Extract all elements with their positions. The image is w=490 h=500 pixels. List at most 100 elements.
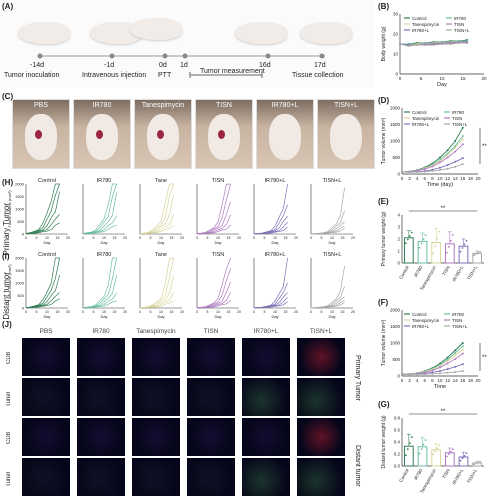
- x-tick-label: 20: [351, 236, 355, 240]
- data-point: [446, 356, 449, 359]
- x-tick-label: 15: [227, 236, 231, 240]
- photo-label: TISN+L: [334, 102, 358, 109]
- data-point: [432, 44, 435, 46]
- x-tick-label: 10: [273, 236, 277, 240]
- x-axis-label: Day: [328, 314, 335, 319]
- data-point: [479, 250, 482, 253]
- x-tick-label: 20: [351, 310, 355, 314]
- y-tick-label: 500: [17, 219, 24, 224]
- data-point: [446, 362, 449, 365]
- small-plot-title: Control: [38, 252, 56, 258]
- x-tick-label: 0: [196, 236, 198, 240]
- data-point: [408, 171, 411, 174]
- data-point: [401, 373, 403, 376]
- x-axis-label: Day: [271, 240, 278, 245]
- x-tick-label: 20: [123, 236, 127, 240]
- data-point: [418, 452, 421, 455]
- data-point: [439, 166, 441, 169]
- data-point: [454, 165, 457, 168]
- data-point: [466, 42, 469, 44]
- data-point: [420, 448, 423, 450]
- data-point: [446, 358, 449, 361]
- if-column-header: Tanespimycin: [136, 328, 176, 335]
- data-point: [461, 138, 464, 141]
- x-tick-label: 14: [453, 378, 459, 383]
- mouse-body: [269, 114, 301, 160]
- y-tick-label: 1500: [15, 268, 25, 273]
- individual-curve: [196, 224, 231, 235]
- if-image: [77, 458, 125, 496]
- x-tick-label: 2: [408, 378, 411, 383]
- x-tick-label: 20: [180, 310, 184, 314]
- x-tick-label: 0: [253, 236, 255, 240]
- x-tick-label: 4: [416, 378, 419, 383]
- x-tick-label: 10: [437, 378, 443, 383]
- if-image: [77, 338, 125, 376]
- data-point: [454, 349, 457, 352]
- y-tick-label: 30: [393, 12, 399, 17]
- data-point: [434, 450, 437, 453]
- panel-label-j: (J): [2, 320, 12, 329]
- data-point: [473, 254, 476, 257]
- data-point: [424, 44, 427, 46]
- data-point: [404, 242, 407, 245]
- y-tick-label: 0: [22, 232, 25, 237]
- timeline-label: Tumor inoculation: [4, 72, 60, 79]
- individual-curve: [139, 257, 174, 308]
- data-point: [461, 342, 464, 344]
- x-tick-label: TISN+L: [466, 468, 478, 484]
- bar: [444, 243, 455, 264]
- x-tick-label: 20: [237, 236, 241, 240]
- x-tick-label: 5: [321, 310, 323, 314]
- x-tick-label: 0: [139, 236, 141, 240]
- data-point: [454, 146, 457, 149]
- x-axis-label: Day: [157, 240, 164, 245]
- x-tick-label: 20: [123, 310, 127, 314]
- if-image: [297, 418, 345, 456]
- timepoint: -14d: [30, 62, 45, 69]
- tumor-mark: [96, 130, 103, 139]
- individual-curve: [253, 221, 288, 235]
- x-tick-label: 15: [341, 236, 345, 240]
- individual-curve: [25, 191, 60, 234]
- x-tick-label: 0: [310, 236, 312, 240]
- x-axis-label: Day: [157, 314, 164, 319]
- tumor-mark: [218, 130, 225, 139]
- timeline-panel: (A) -14d -1d 0d 1d 16d 17d Tumor inocula…: [0, 0, 375, 88]
- individual-curve: [82, 183, 117, 234]
- if-row-label: Tunel: [6, 392, 12, 407]
- individual-curve: [82, 183, 117, 234]
- legend-label: Control: [412, 16, 427, 21]
- mouse-illustration: [90, 22, 142, 44]
- small-plot-title: TISN: [212, 178, 225, 184]
- individual-curve: [25, 183, 60, 234]
- y-tick-label: 0.0: [394, 464, 401, 469]
- data-point: [408, 235, 411, 237]
- x-tick-label: 10: [273, 310, 277, 314]
- small-plot: TISN 0 5 10 15 20 Day: [196, 252, 241, 319]
- data-point: [439, 156, 441, 159]
- data-point: [454, 354, 457, 357]
- individual-curve: [310, 210, 345, 235]
- x-tick-label: 20: [294, 310, 298, 314]
- y-tick-label: 1000: [15, 207, 25, 212]
- small-plot: Tane 0 5 10 15 20 Day: [139, 252, 184, 319]
- if-image: [297, 338, 345, 376]
- x-axis-label: Day: [43, 314, 50, 319]
- x-tick-label: 4: [416, 176, 419, 181]
- x-tick-label: 0: [196, 310, 198, 314]
- small-plot-title: Tane: [155, 178, 167, 184]
- data-point: [415, 44, 418, 46]
- data-point: [477, 461, 480, 464]
- legend-label: TISN+L: [452, 122, 468, 127]
- y-tick-label: 0: [397, 261, 400, 266]
- x-tick-label: 20: [180, 236, 184, 240]
- data-point: [406, 448, 409, 451]
- x-tick-label: 0: [139, 310, 141, 314]
- data-point: [439, 364, 441, 367]
- x-tick-label: TISN+L: [466, 265, 478, 281]
- y-tick-label: 0: [397, 374, 400, 379]
- legend-label: TISN: [454, 22, 464, 27]
- data-point: [446, 164, 449, 167]
